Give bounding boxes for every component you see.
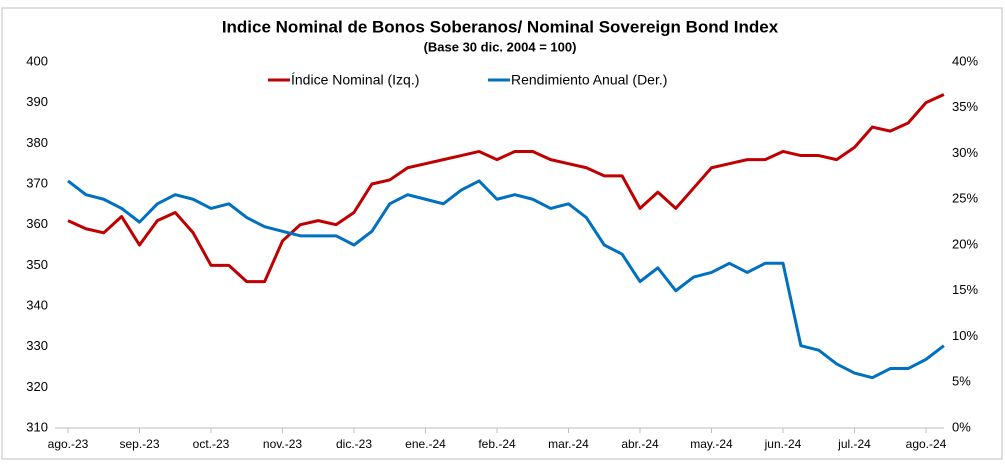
x-tick-label: may.-24 xyxy=(690,437,733,451)
y-tick-label: 330 xyxy=(26,338,48,353)
y-tick-label: 390 xyxy=(26,94,48,109)
x-tick-label: dic.-23 xyxy=(336,437,372,451)
chart-subtitle: (Base 30 dic. 2004 = 100) xyxy=(424,39,577,54)
x-tick-label: abr.-24 xyxy=(621,437,659,451)
x-tick-label: oct.-23 xyxy=(193,437,230,451)
x-tick-label: feb.-24 xyxy=(478,437,516,451)
chart-frame xyxy=(1,7,1003,460)
y-tick-label: 380 xyxy=(26,135,48,150)
x-tick-label: ago.-24 xyxy=(906,437,947,451)
y2-tick-label: 10% xyxy=(952,328,978,343)
y2-tick-label: 15% xyxy=(952,282,978,297)
x-tick-label: sep.-23 xyxy=(119,437,159,451)
y-tick-label: 360 xyxy=(26,216,48,231)
y-tick-label: 310 xyxy=(26,419,48,434)
y2-tick-label: 20% xyxy=(952,236,978,251)
y2-tick-label: 40% xyxy=(952,53,978,68)
y-tick-label: 370 xyxy=(26,175,48,190)
y2-tick-label: 25% xyxy=(952,191,978,206)
series-line xyxy=(67,179,945,380)
y2-tick-label: 0% xyxy=(952,419,971,434)
y-tick-label: 320 xyxy=(26,379,48,394)
x-tick-label: mar.-24 xyxy=(548,437,589,451)
legend-label: Índice Nominal (Izq.) xyxy=(291,72,419,88)
series-line xyxy=(67,93,945,284)
y-tick-label: 340 xyxy=(26,297,48,312)
chart-title: Indice Nominal de Bonos Soberanos/ Nomin… xyxy=(222,17,779,36)
y2-tick-label: 35% xyxy=(952,99,978,114)
x-tick-label: jul.-24 xyxy=(837,437,871,451)
y2-tick-label: 5% xyxy=(952,374,971,389)
x-tick-label: nov.-23 xyxy=(263,437,302,451)
y-tick-label: 350 xyxy=(26,257,48,272)
y2-tick-label: 30% xyxy=(952,145,978,160)
x-tick-label: jun.-24 xyxy=(764,437,802,451)
y-tick-label: 400 xyxy=(26,53,48,68)
legend-label: Rendimiento Anual (Der.) xyxy=(511,72,667,88)
x-tick-label: ene.-24 xyxy=(405,437,446,451)
x-tick-label: ago.-23 xyxy=(48,437,89,451)
